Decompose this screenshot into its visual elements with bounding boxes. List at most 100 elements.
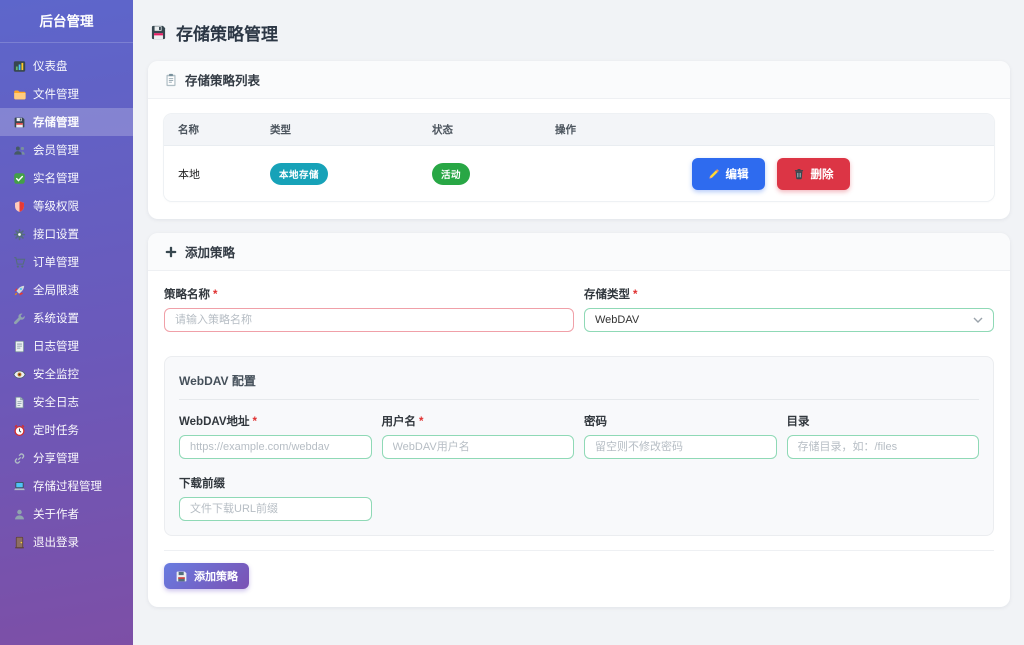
sidebar-item-realname[interactable]: 实名管理 — [0, 164, 133, 192]
storage-type-field: 存储类型 * WebDAV — [584, 286, 994, 332]
form-row-top: 策略名称* 存储类型* WebDAV — [164, 286, 994, 332]
storage-type-label: 存储类型 * — [584, 289, 638, 301]
sidebar-item-cron-tasks[interactable]: 定时任务 — [0, 416, 133, 444]
sidebar-item-shares[interactable]: 分享管理 — [0, 444, 133, 472]
sidebar-item-label: 定时任务 — [33, 425, 79, 437]
sidebar-item-label: 会员管理 — [33, 145, 79, 157]
column-header-actions: 操作 — [555, 124, 576, 136]
required-marker: * — [213, 289, 218, 301]
download-prefix-field: 下载前缀 — [179, 475, 372, 521]
sidebar-item-label: 文件管理 — [33, 89, 79, 101]
trash-icon — [793, 168, 805, 180]
user-icon — [13, 508, 26, 521]
table-row: 本地 本地存储 活动 编辑 删除 — [164, 146, 994, 201]
status-badge: 活动 — [432, 162, 471, 185]
sidebar-item-logout[interactable]: 退出登录 — [0, 528, 133, 556]
webdav-password-field: 密码 — [584, 413, 777, 459]
policy-status-cell: 活动 — [418, 162, 541, 185]
selected-option: WebDAV — [595, 314, 640, 326]
sidebar-item-label: 安全日志 — [33, 397, 79, 409]
sidebar-item-dashboard[interactable]: 仪表盘 — [0, 52, 133, 80]
webdav-username-input[interactable] — [381, 435, 574, 459]
type-badge: 本地存储 — [270, 162, 329, 185]
webdav-prefix-row: 下载前缀 — [179, 475, 979, 521]
sidebar-item-label: 全局限速 — [33, 285, 79, 297]
gear-icon — [13, 228, 26, 241]
edit-button[interactable]: 编辑 — [691, 157, 765, 190]
folder-icon — [13, 88, 26, 101]
sidebar-item-label: 仪表盘 — [33, 61, 68, 73]
card-title: 添加策略 — [185, 246, 236, 260]
sidebar-item-label: 实名管理 — [33, 173, 79, 185]
policy-list-card-body: 名称 类型 状态 操作 本地 本地存储 活动 — [148, 99, 1010, 219]
check-badge-icon — [13, 172, 26, 185]
sidebar-item-api-settings[interactable]: 接口设置 — [0, 220, 133, 248]
main-content: 存储策略管理 存储策略列表 名称 类型 状态 操作 本地 本地存储 — [133, 0, 1024, 645]
sidebar-item-rate-limit[interactable]: 全局限速 — [0, 276, 133, 304]
alarm-clock-icon — [13, 424, 26, 437]
laptop-icon — [13, 480, 26, 493]
document-icon — [13, 396, 26, 409]
sidebar-item-stored-procedures[interactable]: 存储过程管理 — [0, 472, 133, 500]
webdav-directory-input[interactable] — [786, 435, 979, 459]
storage-type-select[interactable]: WebDAV — [584, 308, 994, 332]
webdav-username-field: 用户名 * — [381, 413, 574, 459]
policy-name-cell: 本地 — [178, 168, 200, 181]
card-title: 存储策略列表 — [185, 74, 261, 88]
column-header-type: 类型 — [270, 124, 291, 136]
sidebar-item-label: 分享管理 — [33, 453, 79, 465]
policy-actions-cell: 编辑 删除 — [541, 157, 994, 190]
download-prefix-label: 下载前缀 — [179, 478, 225, 490]
chevron-down-icon — [973, 317, 983, 323]
cart-icon — [13, 256, 26, 269]
shield-icon — [13, 200, 26, 213]
delete-button[interactable]: 删除 — [776, 157, 850, 190]
column-header-status: 状态 — [432, 124, 453, 136]
sidebar-item-security-logs[interactable]: 安全日志 — [0, 388, 133, 416]
policy-list-card-header: 存储策略列表 — [148, 61, 1010, 99]
clipboard-icon — [164, 73, 178, 87]
sidebar-item-files[interactable]: 文件管理 — [0, 80, 133, 108]
download-prefix-input[interactable] — [179, 497, 372, 521]
table-header-row: 名称 类型 状态 操作 — [164, 114, 994, 146]
sidebar-item-logs[interactable]: 日志管理 — [0, 332, 133, 360]
webdav-address-input[interactable] — [179, 435, 372, 459]
webdav-address-field: WebDAV地址 * — [179, 413, 372, 459]
webdav-directory-label: 目录 — [786, 416, 810, 428]
add-policy-form: 策略名称* 存储类型* WebDAV WebDAV 配置 WebDAV地址* — [148, 271, 1010, 607]
eye-icon — [13, 368, 26, 381]
webdav-password-input[interactable] — [584, 435, 777, 459]
form-footer: 添加策略 — [164, 550, 994, 589]
sidebar-item-permissions[interactable]: 等级权限 — [0, 192, 133, 220]
required-marker: * — [633, 289, 638, 301]
required-marker: * — [252, 416, 257, 428]
wrench-icon — [13, 312, 26, 325]
webdav-username-label: 用户名 * — [381, 416, 424, 428]
sidebar-item-label: 系统设置 — [33, 313, 79, 325]
required-marker: * — [419, 416, 424, 428]
sidebar-item-label: 接口设置 — [33, 229, 79, 241]
add-policy-button[interactable]: 添加策略 — [164, 563, 249, 589]
policy-name-input[interactable] — [164, 308, 574, 332]
sidebar-item-label: 退出登录 — [33, 537, 79, 549]
policy-table: 名称 类型 状态 操作 本地 本地存储 活动 — [164, 114, 994, 201]
sidebar-item-orders[interactable]: 订单管理 — [0, 248, 133, 276]
sidebar-item-label: 订单管理 — [33, 257, 79, 269]
sidebar-item-security-monitor[interactable]: 安全监控 — [0, 360, 133, 388]
pencil-icon — [708, 168, 720, 180]
sidebar-item-system-settings[interactable]: 系统设置 — [0, 304, 133, 332]
plus-icon — [164, 245, 178, 259]
policy-name-label: 策略名称 * — [164, 289, 218, 301]
link-icon — [13, 452, 26, 465]
policy-type-cell: 本地存储 — [256, 162, 418, 185]
save-icon — [175, 570, 188, 583]
webdav-config-title: WebDAV 配置 — [179, 370, 979, 400]
webdav-fields-row: WebDAV地址* 用户名* 密码 目录 — [179, 413, 979, 459]
sidebar-item-label: 日志管理 — [33, 341, 79, 353]
dashboard-icon — [13, 60, 26, 73]
sidebar-item-about-author[interactable]: 关于作者 — [0, 500, 133, 528]
sidebar-item-storage[interactable]: 存储管理 — [0, 108, 133, 136]
policy-list-card: 存储策略列表 名称 类型 状态 操作 本地 本地存储 活动 — [148, 61, 1010, 219]
users-icon — [13, 144, 26, 157]
sidebar-item-members[interactable]: 会员管理 — [0, 136, 133, 164]
